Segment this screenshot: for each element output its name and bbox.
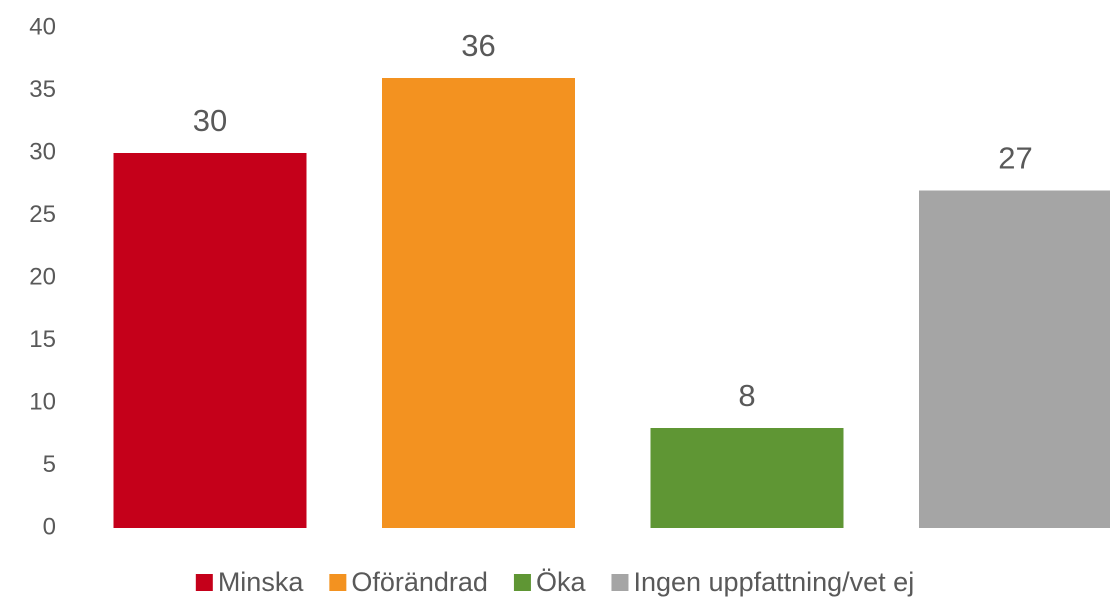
- data-label: 8: [738, 378, 755, 413]
- y-tick-label: 5: [43, 451, 56, 478]
- bar: [382, 78, 575, 528]
- bar: [113, 153, 307, 528]
- data-label: 36: [461, 28, 495, 63]
- y-tick-label: 20: [29, 263, 56, 290]
- legend-item: Öka: [513, 567, 587, 597]
- y-tick-label: 30: [29, 138, 56, 165]
- legend-item: Ingen uppfattning/vet ej: [611, 567, 914, 597]
- legend-label: Ingen uppfattning/vet ej: [633, 567, 914, 597]
- bar: [919, 190, 1110, 528]
- legend-item: Minska: [195, 567, 305, 597]
- legend-label: Öka: [536, 567, 587, 597]
- y-tick-label: 40: [29, 13, 56, 40]
- data-label: 30: [193, 103, 227, 138]
- y-tick-label: 35: [29, 76, 56, 103]
- legend-item: Oförändrad: [329, 567, 488, 597]
- legend: Minska Oförändrad Öka Ingen uppfattning/vet…: [195, 567, 914, 597]
- y-tick-label: 10: [29, 388, 56, 415]
- legend-label: Oförändrad: [351, 567, 488, 597]
- bar: [650, 428, 844, 528]
- y-tick-label: 25: [29, 201, 56, 228]
- legend-swatch: [195, 574, 213, 591]
- y-tick-label: 0: [43, 513, 56, 540]
- legend-swatch: [611, 574, 629, 591]
- legend-label: Minska: [218, 567, 305, 597]
- legend-swatch: [513, 574, 531, 591]
- data-label: 27: [998, 141, 1032, 176]
- y-tick-label: 15: [29, 326, 56, 353]
- legend-swatch: [329, 574, 347, 591]
